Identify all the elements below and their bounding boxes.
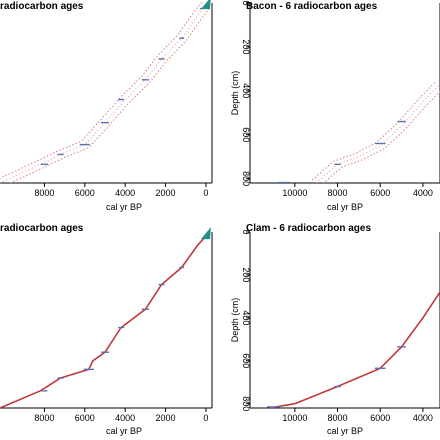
x-tick-label: 6000 xyxy=(370,188,390,198)
panel-title: Clam - 6 radiocarbon ages xyxy=(246,223,371,234)
model-envelope-lower xyxy=(322,90,440,183)
x-tick-label: 8000 xyxy=(34,188,54,198)
plot-area xyxy=(0,233,208,408)
model-median-line xyxy=(0,3,208,183)
x-tick-label: 0 xyxy=(203,413,208,423)
x-tick-label: 4000 xyxy=(413,188,433,198)
y-axis-label: Depth (cm) xyxy=(230,298,240,343)
x-tick-label: 4000 xyxy=(115,188,135,198)
model-envelope-lower xyxy=(9,6,212,183)
x-tick-label: 10000 xyxy=(282,413,307,423)
x-axis-label: cal yr BP xyxy=(327,202,363,212)
plot-area xyxy=(277,80,440,183)
surface-marker-icon xyxy=(200,227,211,240)
x-tick-label: 2000 xyxy=(156,188,176,198)
y-tick-label: 600 xyxy=(241,127,251,142)
y-axis-label: Depth (cm) xyxy=(230,71,240,116)
x-tick-label: 10000 xyxy=(282,188,307,198)
y-tick-label: 0 xyxy=(241,0,251,5)
x-tick-label: 4000 xyxy=(413,413,433,423)
plot-area xyxy=(0,1,212,183)
x-tick-label: 2000 xyxy=(156,413,176,423)
model-envelope-upper xyxy=(311,80,437,181)
x-tick-label: 6000 xyxy=(370,413,390,423)
x-tick-label: 8000 xyxy=(328,188,348,198)
y-tick-label: 200 xyxy=(241,267,251,282)
x-tick-label: 8000 xyxy=(328,413,348,423)
model-envelope-upper xyxy=(0,1,204,179)
y-tick-label: 400 xyxy=(241,310,251,325)
plot-area xyxy=(267,291,440,408)
y-tick-label: 600 xyxy=(241,353,251,368)
surface-marker-icon xyxy=(200,0,211,10)
y-tick-label: 800 xyxy=(241,171,251,186)
chart-panel-top-left: radiocarbon ages 8000 6000 4000 2000 0 cal yr … xyxy=(0,0,213,212)
x-tick-label: 0 xyxy=(203,188,208,198)
x-axis-label: cal yr BP xyxy=(106,426,142,436)
model-median-line xyxy=(315,83,440,183)
panel-title: Bacon - 6 radiocarbon ages xyxy=(246,1,378,12)
x-axis-label: cal yr BP xyxy=(106,202,142,212)
panel-title: radiocarbon ages xyxy=(0,223,84,234)
panel-title: radiocarbon ages xyxy=(0,1,84,12)
chart-panel-bottom-left: radiocarbon ages 8000 6000 4000 2000 0 cal yr … xyxy=(0,223,213,436)
model-line xyxy=(0,233,208,408)
x-tick-label: 6000 xyxy=(75,188,95,198)
y-tick-label: 0 xyxy=(241,229,251,234)
model-line xyxy=(269,291,440,408)
y-tick-label: 200 xyxy=(241,39,251,54)
x-axis-label: cal yr BP xyxy=(327,426,363,436)
x-tick-label: 4000 xyxy=(115,413,135,423)
y-tick-label: 800 xyxy=(241,396,251,411)
x-tick-label: 8000 xyxy=(34,413,54,423)
y-tick-label: 400 xyxy=(241,83,251,98)
x-tick-label: 6000 xyxy=(75,413,95,423)
